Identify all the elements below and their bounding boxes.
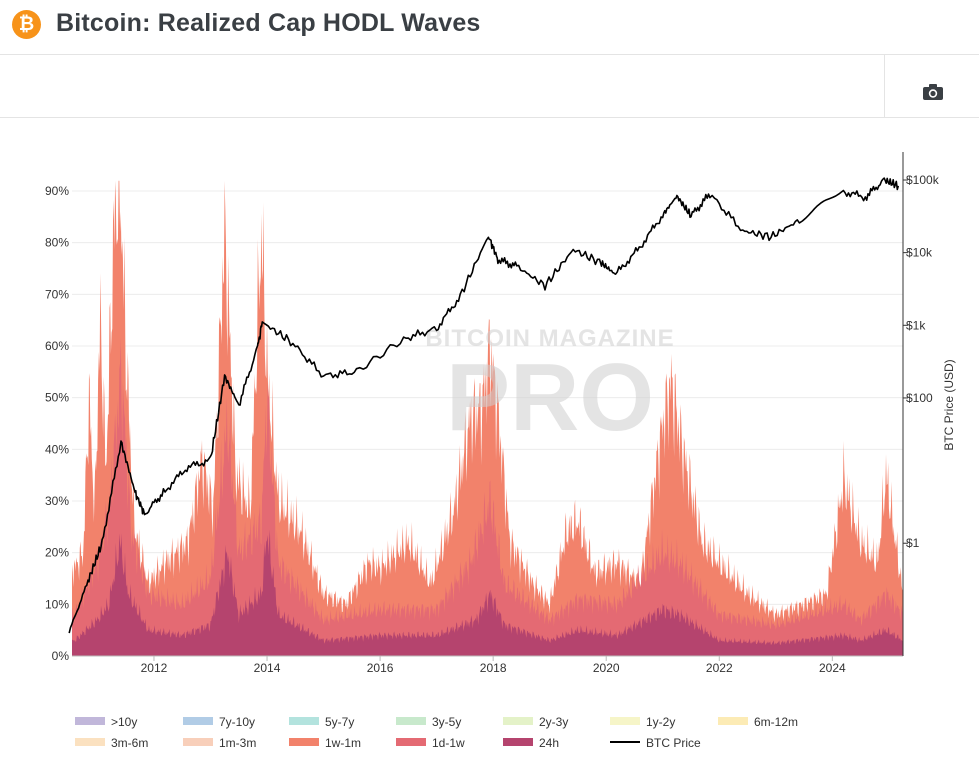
legend-item: BTC Price	[610, 736, 701, 750]
legend: >10y 7y-10y 5y-7y 3y-5y 2y-3y 1y-2y 6m-12m 3m-6…	[75, 715, 798, 750]
legend-swatch	[503, 738, 533, 746]
x-tick-label: 2022	[706, 661, 733, 675]
stacked-bands	[72, 180, 903, 656]
watermark-line1: BITCOIN MAGAZINE	[425, 325, 674, 352]
legend-item: 7y-10y	[183, 715, 255, 729]
grid-lines	[72, 190, 903, 657]
legend-label: 24h	[539, 736, 559, 750]
legend-swatch	[610, 717, 640, 725]
x-tick-label: 2020	[593, 661, 620, 675]
legend-label: 6m-12m	[754, 715, 798, 729]
legend-label: 1m-3m	[219, 736, 256, 750]
watermark-line2: PRO	[446, 344, 654, 451]
legend-label: 5y-7y	[325, 715, 354, 729]
y-right-tick-label: $1	[906, 536, 920, 550]
legend-item: 1m-3m	[183, 736, 256, 750]
legend-item: 1y-2y	[610, 715, 675, 729]
chart-toolbar	[0, 55, 979, 118]
legend-swatch	[289, 738, 319, 746]
page-title: Bitcoin: Realized Cap HODL Waves	[56, 9, 481, 37]
axes: 0% 10% 20% 30% 40% 50% 60% 70% 80% 90% 2012 2014 201…	[45, 152, 956, 675]
legend-item: 24h	[503, 736, 559, 750]
legend-item: 3y-5y	[396, 715, 461, 729]
legend-item: 2y-3y	[503, 715, 568, 729]
btc-price-line	[68, 177, 900, 634]
y-left-tick-label: 40%	[45, 442, 69, 456]
legend-swatch	[396, 738, 426, 746]
y-left-tick-label: 90%	[45, 184, 69, 198]
y-left-tick-label: 10%	[45, 597, 69, 611]
y-right-axis-title: BTC Price (USD)	[942, 359, 956, 450]
x-tick-label: 2014	[254, 661, 281, 675]
legend-swatch	[183, 717, 213, 725]
y-left-tick-label: 70%	[45, 287, 69, 301]
legend-item: 6m-12m	[718, 715, 798, 729]
watermark: BITCOIN MAGAZINE PRO	[425, 325, 674, 451]
legend-label: 3m-6m	[111, 736, 148, 750]
y-right-tick-label: $10k	[906, 246, 933, 260]
camera-icon[interactable]	[921, 82, 945, 102]
x-tick-label: 2024	[819, 661, 846, 675]
legend-swatch	[289, 717, 319, 725]
x-tick-label: 2016	[367, 661, 394, 675]
legend-label: >10y	[111, 715, 137, 729]
legend-swatch	[75, 738, 105, 746]
legend-item: >10y	[75, 715, 137, 729]
y-left-tick-label: 20%	[45, 546, 69, 560]
x-tick-label: 2018	[480, 661, 507, 675]
band-1d-1w	[72, 337, 903, 656]
legend-label: BTC Price	[646, 736, 701, 750]
legend-swatch	[75, 717, 105, 725]
y-right-tick-label: $1k	[906, 318, 926, 332]
y-right-tick-label: $100	[906, 391, 933, 405]
y-left-tick-label: 30%	[45, 494, 69, 508]
band-1w-1m	[72, 180, 903, 656]
legend-label: 1w-1m	[325, 736, 361, 750]
bitcoin-logo-icon: ₿	[12, 10, 41, 39]
legend-swatch	[718, 717, 748, 725]
legend-item: 5y-7y	[289, 715, 354, 729]
legend-label: 1y-2y	[646, 715, 675, 729]
legend-label: 3y-5y	[432, 715, 461, 729]
btc-price-series	[68, 177, 900, 634]
legend-swatch	[503, 717, 533, 725]
y-right-tick-label: $100k	[906, 173, 940, 187]
legend-item: 1w-1m	[289, 736, 361, 750]
legend-label: 2y-3y	[539, 715, 568, 729]
y-left-tick-label: 80%	[45, 236, 69, 250]
band-24h	[72, 529, 903, 656]
legend-label: 7y-10y	[219, 715, 255, 729]
legend-label: 1d-1w	[432, 736, 465, 750]
header-bar: ₿ Bitcoin: Realized Cap HODL Waves	[0, 0, 979, 55]
toolbar-divider	[884, 55, 885, 117]
legend-item: 3m-6m	[75, 736, 148, 750]
y-left-tick-label: 60%	[45, 339, 69, 353]
y-left-tick-label: 0%	[52, 649, 70, 663]
legend-swatch	[396, 717, 426, 725]
legend-item: 1d-1w	[396, 736, 465, 750]
legend-swatch	[183, 738, 213, 746]
y-left-tick-label: 50%	[45, 391, 69, 405]
x-tick-label: 2012	[141, 661, 168, 675]
